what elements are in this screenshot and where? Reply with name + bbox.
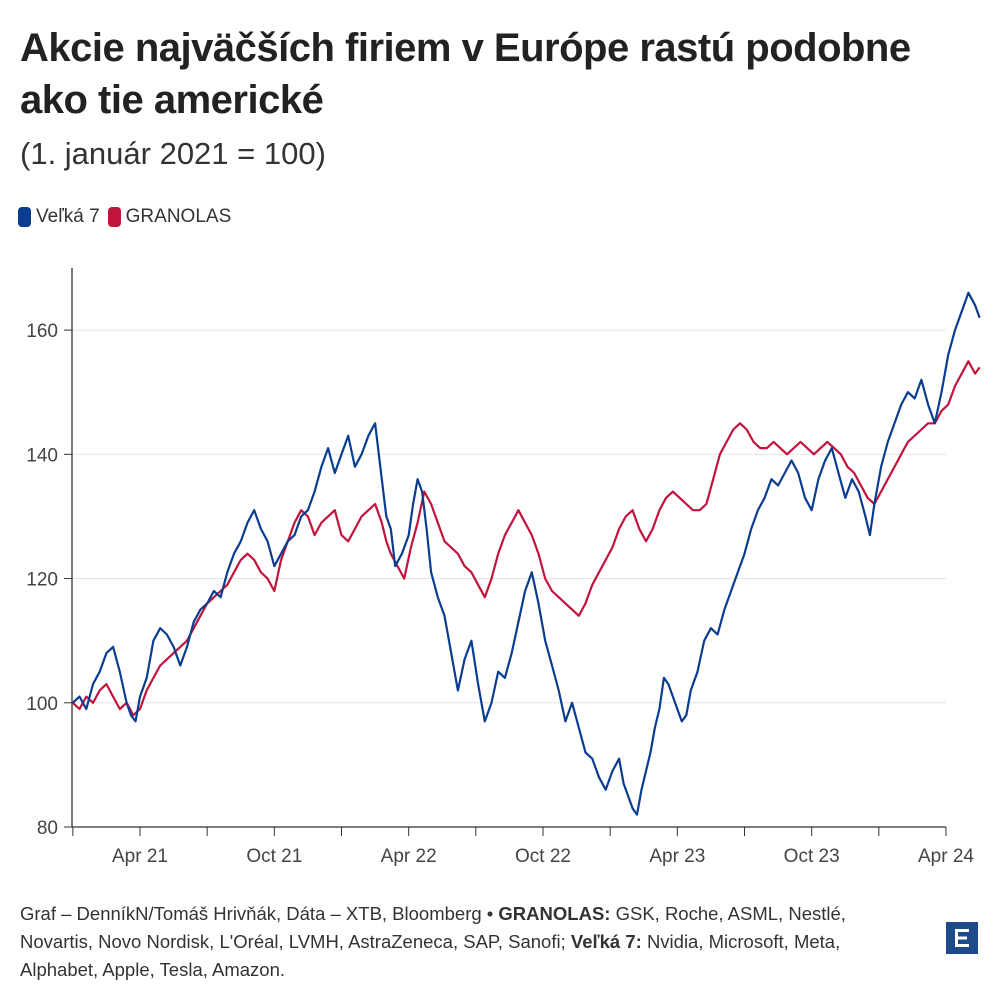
y-tick-label-100: 100 [26, 694, 58, 715]
footer-velka7-label: Veľká 7: [570, 931, 642, 952]
x-tick-label-apr-23: Apr 23 [649, 846, 705, 867]
e-logo-icon [946, 922, 978, 954]
x-tick-label-apr-21: Apr 21 [112, 846, 168, 867]
footer-source: Graf – DenníkN/Tomáš Hrivňák, Dáta – XTB… [20, 903, 494, 924]
legend-label-granolas: GRANOLAS [125, 206, 232, 227]
y-tick-label-160: 160 [26, 321, 58, 342]
legend: Veľká 7 GRANOLAS [18, 206, 239, 228]
y-tick-label-80: 80 [37, 818, 58, 839]
footer-granolas-label: GRANOLAS: [498, 903, 611, 924]
legend-item-granolas[interactable]: GRANOLAS [107, 206, 232, 228]
series-lines [72, 291, 981, 816]
series-line-velka7 [72, 291, 981, 816]
legend-label-velka7: Veľká 7 [36, 206, 100, 227]
x-tick-label-oct-21: Oct 21 [246, 846, 302, 867]
x-axis: Apr 21 Oct 21 Apr 22 Oct 22 Apr 23 Oct 23 Apr … [72, 826, 974, 867]
legend-swatch-granolas [107, 207, 121, 227]
x-tick-label-oct-22: Oct 22 [515, 846, 571, 867]
y-tick-label-140: 140 [26, 445, 58, 466]
series-line-granolas [72, 360, 981, 717]
chart-title: Akcie najväčších firiem v Európe rastú p… [20, 26, 911, 122]
footer-granolas-list: GSK, Roche, ASML, Nestlé, Novartis, Novo… [20, 903, 846, 952]
x-tick-label-apr-22: Apr 22 [381, 846, 437, 867]
legend-item-velka7[interactable]: Veľká 7 [18, 206, 100, 228]
y-tick-label-120: 120 [26, 570, 58, 591]
footer-velka7-list: Nvidia, Microsoft, Meta, Alphabet, Apple… [20, 931, 841, 980]
grid-lines [72, 329, 946, 704]
y-axis: 80 100 120 140 160 [26, 268, 73, 839]
chart-footer: Graf – DenníkN/Tomáš Hrivňák, Dáta – XTB… [20, 900, 920, 984]
x-tick-label-oct-23: Oct 23 [784, 846, 840, 867]
legend-swatch-velka7 [18, 207, 31, 227]
x-tick-label-apr-24: Apr 24 [918, 846, 974, 867]
chart-subtitle: (1. január 2021 = 100) [20, 136, 326, 171]
